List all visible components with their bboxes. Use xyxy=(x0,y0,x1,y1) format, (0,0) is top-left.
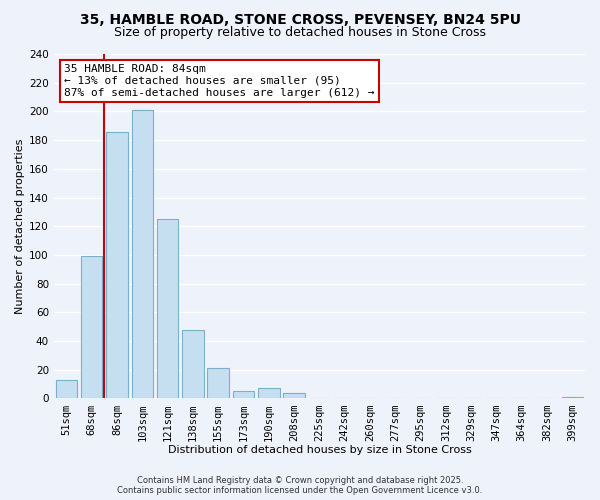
Bar xyxy=(233,392,254,398)
Bar xyxy=(283,392,305,398)
Text: 35, HAMBLE ROAD, STONE CROSS, PEVENSEY, BN24 5PU: 35, HAMBLE ROAD, STONE CROSS, PEVENSEY, … xyxy=(79,12,521,26)
Text: 35 HAMBLE ROAD: 84sqm
← 13% of detached houses are smaller (95)
87% of semi-deta: 35 HAMBLE ROAD: 84sqm ← 13% of detached … xyxy=(64,64,375,98)
Bar xyxy=(258,388,280,398)
Bar xyxy=(562,397,583,398)
Bar xyxy=(208,368,229,398)
Bar xyxy=(81,256,103,398)
Text: Size of property relative to detached houses in Stone Cross: Size of property relative to detached ho… xyxy=(114,26,486,39)
Text: Contains HM Land Registry data © Crown copyright and database right 2025.
Contai: Contains HM Land Registry data © Crown c… xyxy=(118,476,482,495)
Bar xyxy=(157,219,178,398)
Bar xyxy=(56,380,77,398)
X-axis label: Distribution of detached houses by size in Stone Cross: Distribution of detached houses by size … xyxy=(167,445,471,455)
Bar xyxy=(131,110,153,399)
Y-axis label: Number of detached properties: Number of detached properties xyxy=(15,138,25,314)
Bar xyxy=(182,330,203,398)
Bar xyxy=(106,132,128,398)
